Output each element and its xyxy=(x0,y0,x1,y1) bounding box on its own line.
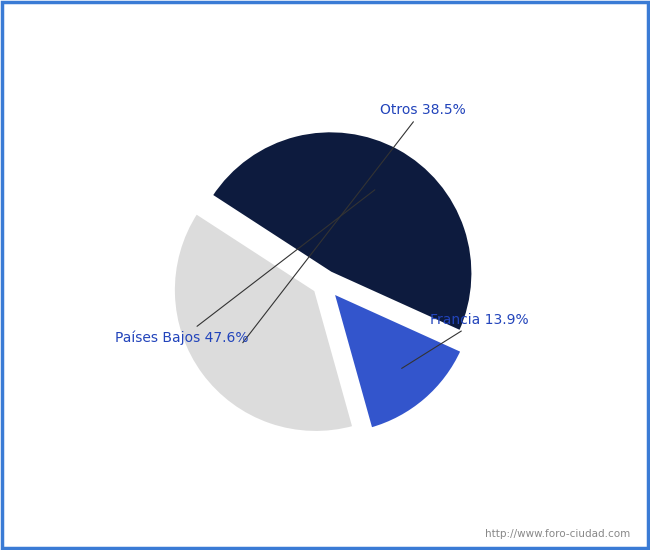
Wedge shape xyxy=(211,130,473,332)
Wedge shape xyxy=(173,212,354,433)
Text: Países Bajos 47.6%: Países Bajos 47.6% xyxy=(115,190,375,345)
Text: Ezcaray - Turistas extranjeros según país - Abril de 2024: Ezcaray - Turistas extranjeros según paí… xyxy=(99,21,551,37)
Text: Otros 38.5%: Otros 38.5% xyxy=(242,103,465,343)
Wedge shape xyxy=(332,292,462,430)
Text: http://www.foro-ciudad.com: http://www.foro-ciudad.com xyxy=(486,529,630,539)
Text: Francia 13.9%: Francia 13.9% xyxy=(402,313,528,369)
